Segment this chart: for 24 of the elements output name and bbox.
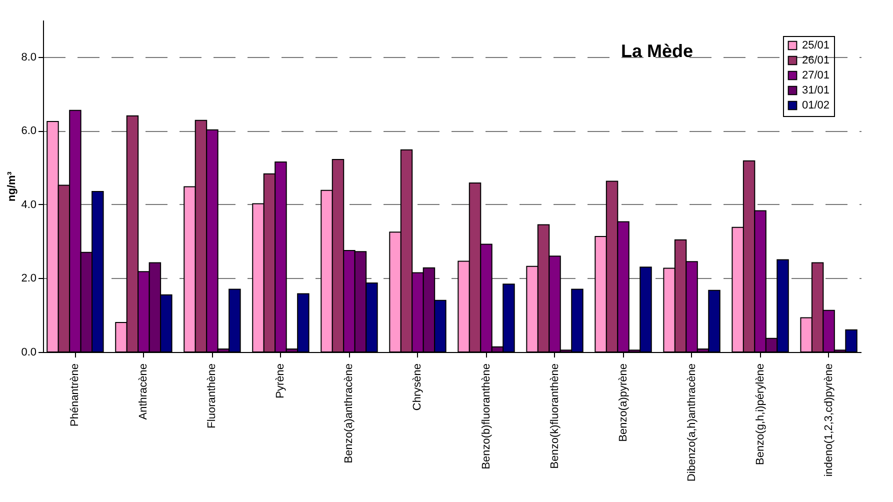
y-tick-label: 4.0 xyxy=(21,198,36,211)
y-tick-label: 2.0 xyxy=(21,272,36,285)
x-tick-label: Phénantrène xyxy=(69,364,82,426)
x-tick-label: Benzo(b)fluoranthène xyxy=(480,364,492,470)
x-tick-label: Dibenzo(a,h)anthracène xyxy=(686,364,698,482)
x-tick-label: Pyrène xyxy=(274,364,287,398)
x-tick-label: indeno(1,2,3,cd)pyrène xyxy=(822,364,835,477)
x-tick-label: Benzo(a)pyrène xyxy=(617,364,630,442)
x-tick-label: Benzo(k)fluoranthène xyxy=(548,364,561,469)
legend-label: 26/01 xyxy=(802,54,830,66)
y-axis-title: ng/m³ xyxy=(6,171,18,202)
legend-label: 01/02 xyxy=(802,100,830,112)
x-tick-label: Fluoranthène xyxy=(206,364,218,428)
x-tick-label: Chrysène xyxy=(412,364,424,411)
x-tick-label: Benzo(a)anthracène xyxy=(343,364,356,464)
legend-label: 25/01 xyxy=(802,40,830,52)
y-tick-label: 0.0 xyxy=(21,346,36,358)
legend-label: 27/01 xyxy=(802,70,830,82)
text: La Mède xyxy=(621,41,694,61)
y-tick-label: 6.0 xyxy=(21,125,36,138)
x-tick-label: Benzo(g,h,i)pérylène xyxy=(754,364,766,466)
x-tick-label: Anthracène xyxy=(138,364,150,420)
y-tick-label: 8.0 xyxy=(21,51,36,64)
legend-label: 31/01 xyxy=(802,84,830,96)
